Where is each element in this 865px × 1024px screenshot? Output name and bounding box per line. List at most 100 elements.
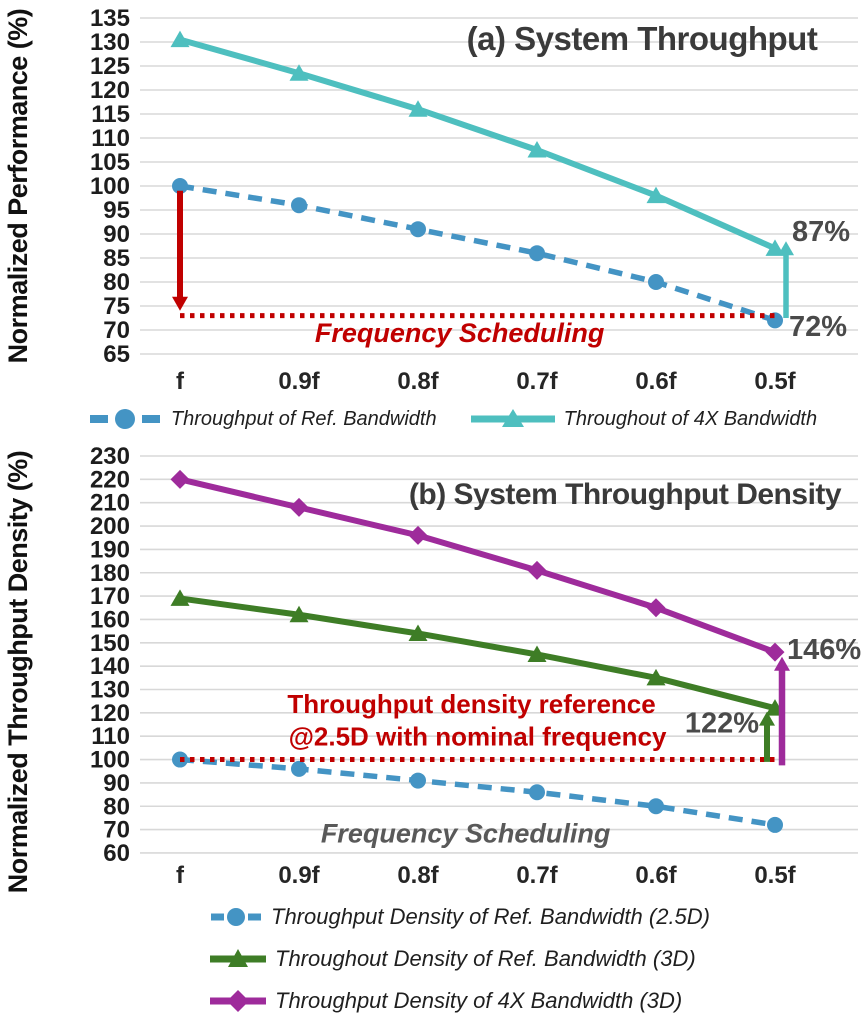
series-marker <box>410 772 426 789</box>
series-marker <box>767 816 783 833</box>
chart-title: (b) System Throughput Density <box>409 478 842 511</box>
legend-label: Throughout Density of Ref. Bandwidth (3D… <box>275 946 696 971</box>
series-marker <box>527 141 547 158</box>
y-tick-label: 70 <box>103 317 130 344</box>
y-tick-label: 60 <box>103 840 130 867</box>
y-tick-label: 160 <box>90 606 130 633</box>
line-triangle-marker-icon <box>470 406 555 432</box>
legend-item-ref-bandwidth-25d: Throughput Density of Ref. Bandwidth (2.… <box>210 902 710 932</box>
y-tick-label: 100 <box>90 747 130 774</box>
x-category-label: 0.5f <box>754 368 796 395</box>
y-tick-label: 105 <box>90 149 130 176</box>
series-marker <box>765 642 785 662</box>
series-line-0 <box>179 756 776 828</box>
y-tick-label: 100 <box>90 173 130 200</box>
y-tick-label: 80 <box>103 793 130 820</box>
y-tick-label: 70 <box>103 817 130 844</box>
y-tick-label: 110 <box>91 723 130 750</box>
series-marker <box>529 784 545 801</box>
annotation-arrow-head <box>774 656 790 671</box>
x-category-label: 0.7f <box>516 862 558 889</box>
series-marker <box>767 312 783 329</box>
x-category-label: f <box>176 862 185 889</box>
x-category-label: f <box>176 368 185 395</box>
series-marker <box>646 668 666 686</box>
dashed-circle-marker-icon <box>88 406 162 432</box>
legend-item-4x-bandwidth: Throughout of 4X Bandwidth <box>470 404 818 434</box>
series-marker <box>648 798 664 815</box>
series-marker <box>408 525 428 545</box>
annotation-label: 87% <box>792 216 850 248</box>
y-tick-label: 130 <box>90 677 130 704</box>
x-category-label: 0.6f <box>635 862 677 889</box>
x-category-label: 0.9f <box>278 368 320 395</box>
x-category-label: 0.8f <box>397 862 439 889</box>
series-line-2 <box>179 476 777 655</box>
y-tick-label: 90 <box>103 221 130 248</box>
x-category-label: 0.7f <box>516 368 558 395</box>
y-tick-label: 180 <box>90 560 130 587</box>
line-triangle-marker-icon <box>210 946 266 972</box>
legend-b: Throughput Density of Ref. Bandwidth (2.… <box>0 902 865 1016</box>
series-marker <box>646 186 666 204</box>
legend-item-4x-bandwidth-3d: Throughput Density of 4X Bandwidth (3D) <box>210 986 682 1016</box>
y-tick-label: 110 <box>91 125 130 152</box>
series-marker <box>291 760 307 777</box>
y-tick-label: 80 <box>103 269 130 296</box>
series-marker <box>527 645 547 662</box>
chart-b-plot: 2302202102001901801701601501401301201101… <box>90 443 861 889</box>
series-marker <box>765 239 785 256</box>
legend-label: Throughput Density of 4X Bandwidth (3D) <box>275 988 683 1013</box>
series-marker <box>170 589 190 606</box>
y-tick-label: 210 <box>90 490 130 517</box>
annotation-label: 72% <box>789 311 847 343</box>
legend-label: Throughout of 4X Bandwidth <box>563 407 818 430</box>
y-tick-label: 120 <box>90 77 130 104</box>
y-tick-label: 75 <box>103 293 130 320</box>
y-tick-label: 220 <box>90 466 130 493</box>
annotation-label: 122% <box>685 708 759 740</box>
legend-a: Throughput of Ref. Bandwidth Throughout … <box>40 398 865 440</box>
series-marker <box>170 469 190 489</box>
series-line-0 <box>179 183 776 324</box>
y-tick-label: 170 <box>90 583 130 610</box>
y-tick-label: 115 <box>91 101 130 128</box>
series-marker <box>291 197 307 214</box>
series-marker <box>410 221 426 238</box>
y-tick-label: 190 <box>90 536 130 563</box>
series-line-1 <box>179 595 776 712</box>
series-marker <box>289 605 309 623</box>
series-marker <box>527 560 547 580</box>
y-tick-label: 150 <box>90 630 130 657</box>
legend-item-ref-bandwidth-3d: Throughout Density of Ref. Bandwidth (3D… <box>210 944 696 974</box>
line-diamond-marker-icon <box>210 988 266 1014</box>
series-marker <box>289 497 309 517</box>
x-category-label: 0.9f <box>278 862 320 889</box>
chart-title: (a) System Throughput <box>467 20 818 57</box>
series-marker <box>172 178 188 194</box>
legend-item-ref-bandwidth: Throughput of Ref. Bandwidth <box>88 404 437 434</box>
y-tick-label: 85 <box>103 245 130 272</box>
annotation-label: Frequency Scheduling <box>315 318 605 348</box>
legend-label: Throughput of Ref. Bandwidth <box>170 407 437 430</box>
y-tick-label: 120 <box>90 700 130 727</box>
annotation-arrow-head <box>172 296 188 311</box>
annotation-label: Frequency Scheduling <box>321 818 611 848</box>
series-marker <box>170 30 190 48</box>
series-marker <box>289 64 309 81</box>
y-tick-label: 230 <box>90 443 130 470</box>
series-marker <box>648 274 664 290</box>
y-axis-label-b: Normalized Throughput Density (%) <box>3 450 33 894</box>
x-category-label: 0.6f <box>635 368 677 395</box>
y-tick-label: 65 <box>103 341 130 368</box>
series-marker <box>408 624 428 641</box>
y-tick-label: 130 <box>90 29 130 56</box>
series-marker <box>646 598 666 618</box>
annotation-label: @2.5D with nominal frequency <box>289 722 667 752</box>
series-marker <box>529 245 545 262</box>
y-tick-label: 95 <box>103 197 130 224</box>
y-tick-label: 135 <box>90 5 130 32</box>
annotation-arrow-head <box>778 241 794 256</box>
